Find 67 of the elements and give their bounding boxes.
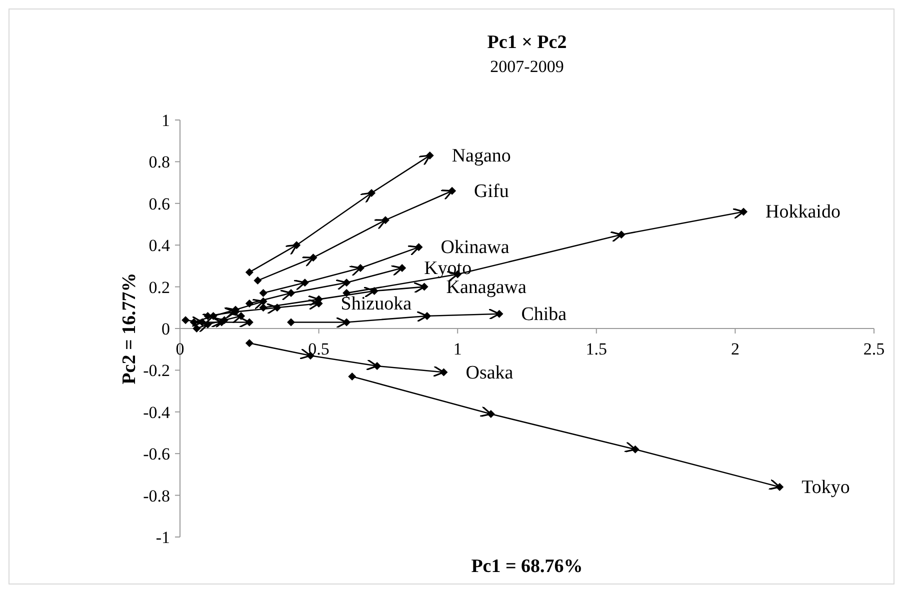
point xyxy=(423,312,432,320)
point xyxy=(245,318,254,326)
point xyxy=(370,286,378,295)
point xyxy=(190,318,198,326)
point xyxy=(420,282,428,291)
point xyxy=(776,482,784,491)
point xyxy=(245,268,254,276)
point xyxy=(414,243,423,252)
series-label: Nagano xyxy=(452,145,511,166)
series-label: Shizuoka xyxy=(340,293,412,314)
y-tick-label: -1 xyxy=(156,528,170,547)
point xyxy=(426,151,434,160)
x-axis-title: Pc1 = 68.76% xyxy=(471,556,583,577)
point xyxy=(287,289,296,298)
point xyxy=(254,276,262,285)
y-tick-label: -0.6 xyxy=(143,444,170,464)
point xyxy=(237,312,246,320)
y-tick-label: 0.2 xyxy=(148,278,170,297)
point xyxy=(617,230,626,239)
point xyxy=(192,324,201,332)
series-label: Chiba xyxy=(521,304,568,325)
point xyxy=(495,310,504,318)
x-tick-label: 1 xyxy=(453,340,462,358)
point xyxy=(204,320,212,328)
point xyxy=(273,304,282,312)
y-tick-label: 0.4 xyxy=(148,236,170,256)
y-tick-label: -0.4 xyxy=(143,402,170,422)
y-tick-label: -0.8 xyxy=(143,486,170,506)
point xyxy=(486,410,495,418)
series-label: Gifu xyxy=(474,180,510,202)
series-label: Osaka xyxy=(466,362,514,384)
point xyxy=(373,362,382,370)
point xyxy=(348,372,356,380)
series-label: Tokyo xyxy=(802,476,850,498)
y-tick-label: 0.6 xyxy=(148,194,170,214)
point xyxy=(398,264,406,272)
point xyxy=(287,318,296,326)
x-tick-label: 2.5 xyxy=(863,340,885,358)
chart-subtitle: 2007-2009 xyxy=(490,57,564,76)
point xyxy=(631,445,640,454)
series-label: Okinawa xyxy=(440,237,510,258)
chart-title: Pc1 × Pc2 xyxy=(487,32,567,53)
y-tick-label: 0.8 xyxy=(148,152,170,172)
y-axis-title: Pc2 = 16.77% xyxy=(119,272,140,384)
point xyxy=(300,278,309,287)
point xyxy=(356,264,364,272)
point xyxy=(342,278,351,287)
point xyxy=(448,186,456,195)
point xyxy=(740,208,748,216)
x-tick-label: 0 xyxy=(176,340,184,358)
series-label: Hokkaido xyxy=(766,202,840,223)
point xyxy=(182,316,190,324)
y-tick-label: -0.2 xyxy=(143,361,170,380)
point xyxy=(368,188,376,197)
y-tick-label: 0 xyxy=(162,320,170,338)
point xyxy=(292,241,301,250)
x-tick-label: 1.5 xyxy=(586,340,608,358)
y-tick-label: 1 xyxy=(162,111,170,130)
x-tick-label: 2 xyxy=(730,340,740,358)
point xyxy=(259,297,268,306)
point xyxy=(440,368,448,376)
point xyxy=(259,289,268,298)
series-label: Kanagawa xyxy=(446,276,528,298)
point xyxy=(309,254,318,262)
point xyxy=(245,339,254,348)
point xyxy=(342,318,351,326)
point xyxy=(381,216,390,224)
